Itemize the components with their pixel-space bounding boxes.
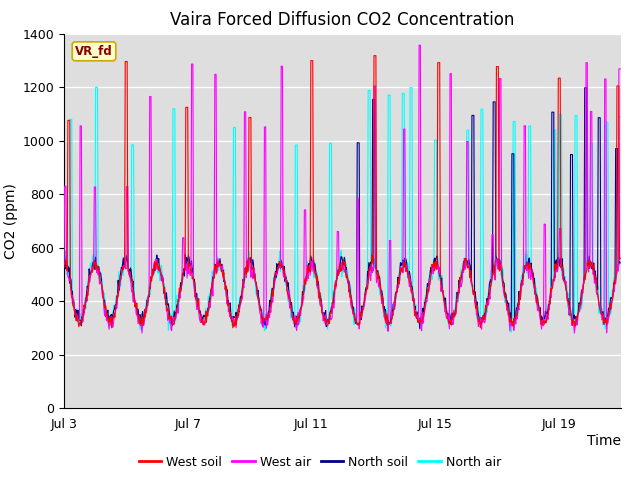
Text: VR_fd: VR_fd: [75, 45, 113, 58]
Title: Vaira Forced Diffusion CO2 Concentration: Vaira Forced Diffusion CO2 Concentration: [170, 11, 515, 29]
Legend: West soil, West air, North soil, North air: West soil, West air, North soil, North a…: [134, 451, 506, 474]
Text: Time: Time: [587, 434, 621, 448]
Y-axis label: CO2 (ppm): CO2 (ppm): [4, 183, 18, 259]
